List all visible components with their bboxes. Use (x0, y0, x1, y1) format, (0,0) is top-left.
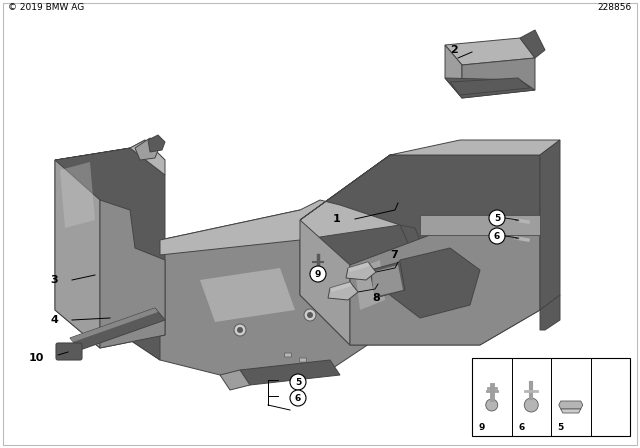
Polygon shape (55, 160, 100, 348)
Circle shape (310, 266, 326, 282)
Circle shape (489, 210, 505, 226)
Polygon shape (445, 78, 535, 98)
Circle shape (304, 309, 316, 321)
Polygon shape (160, 200, 400, 255)
Text: 4: 4 (50, 315, 58, 325)
Polygon shape (350, 235, 540, 345)
Polygon shape (100, 200, 165, 348)
Polygon shape (328, 282, 358, 300)
FancyBboxPatch shape (56, 343, 82, 360)
Circle shape (313, 267, 323, 277)
Polygon shape (355, 260, 385, 310)
Text: 2: 2 (451, 45, 458, 55)
Text: 5: 5 (494, 214, 500, 223)
Text: 3: 3 (51, 275, 58, 285)
FancyBboxPatch shape (472, 358, 630, 436)
Polygon shape (240, 360, 340, 385)
Polygon shape (370, 262, 405, 298)
Polygon shape (346, 262, 376, 280)
Polygon shape (540, 140, 560, 310)
Polygon shape (55, 148, 165, 348)
Polygon shape (390, 248, 480, 318)
Polygon shape (110, 285, 160, 360)
Polygon shape (450, 78, 530, 95)
Polygon shape (55, 140, 165, 160)
Text: 228856: 228856 (598, 3, 632, 12)
Polygon shape (420, 215, 540, 235)
Polygon shape (561, 409, 580, 413)
FancyBboxPatch shape (300, 358, 307, 362)
Polygon shape (445, 45, 462, 98)
Text: 6: 6 (494, 232, 500, 241)
Polygon shape (348, 262, 370, 272)
Polygon shape (60, 162, 95, 228)
Text: 5: 5 (295, 378, 301, 387)
Polygon shape (559, 401, 583, 409)
Polygon shape (520, 30, 545, 58)
Text: © 2019 BMW AG: © 2019 BMW AG (8, 3, 84, 12)
Text: 5: 5 (557, 422, 564, 431)
Polygon shape (220, 370, 250, 390)
Polygon shape (330, 282, 352, 292)
Polygon shape (135, 138, 160, 160)
FancyBboxPatch shape (285, 353, 291, 357)
Polygon shape (300, 140, 560, 220)
Text: 1: 1 (332, 214, 340, 224)
Circle shape (524, 398, 538, 412)
Polygon shape (148, 135, 165, 152)
Circle shape (290, 390, 306, 406)
Polygon shape (462, 58, 535, 98)
Polygon shape (445, 38, 535, 65)
Circle shape (290, 374, 306, 390)
Polygon shape (70, 308, 165, 350)
Text: 6: 6 (295, 393, 301, 402)
Polygon shape (110, 210, 420, 380)
Polygon shape (300, 155, 540, 345)
Polygon shape (300, 220, 350, 345)
Polygon shape (200, 268, 295, 322)
Text: 10: 10 (29, 353, 44, 363)
Polygon shape (372, 265, 403, 297)
Polygon shape (390, 225, 430, 330)
Text: 9: 9 (315, 270, 321, 279)
Circle shape (307, 312, 313, 318)
Circle shape (486, 399, 498, 411)
Text: 8: 8 (372, 293, 380, 303)
Circle shape (237, 327, 243, 333)
Circle shape (489, 228, 505, 244)
Text: 7: 7 (390, 250, 397, 260)
Polygon shape (540, 295, 560, 330)
Circle shape (234, 324, 246, 336)
Polygon shape (70, 308, 158, 342)
Text: 6: 6 (518, 422, 525, 431)
Polygon shape (130, 140, 165, 175)
Text: 9: 9 (479, 422, 485, 431)
